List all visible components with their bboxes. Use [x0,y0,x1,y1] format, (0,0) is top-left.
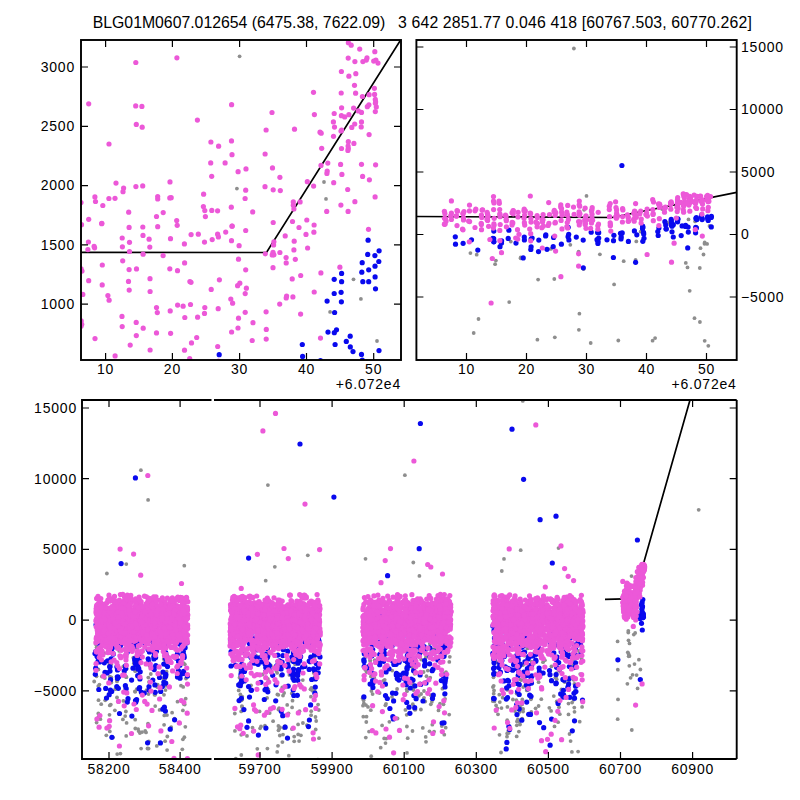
svg-text:50: 50 [365,361,382,377]
svg-text:60900: 60900 [671,761,714,777]
svg-text:30: 30 [578,361,595,377]
svg-text:60300: 60300 [455,761,498,777]
svg-text:−5000: −5000 [34,683,77,699]
svg-text:58200: 58200 [88,761,131,777]
svg-text:5000: 5000 [43,541,77,557]
svg-text:30: 30 [231,361,248,377]
svg-text:10: 10 [458,361,475,377]
svg-text:+6.072e4: +6.072e4 [336,376,401,392]
svg-text:2000: 2000 [41,177,75,193]
svg-text:1500: 1500 [41,237,75,253]
svg-text:50: 50 [698,361,715,377]
svg-text:10000: 10000 [741,101,784,117]
svg-text:−5000: −5000 [741,289,784,305]
svg-text:60500: 60500 [527,761,570,777]
svg-text:BLG01M0607.012654 (6475.38, 76: BLG01M0607.012654 (6475.38, 7622.09) [93,14,385,31]
svg-text:40: 40 [298,361,315,377]
svg-text:1000: 1000 [41,296,75,312]
svg-text:3 642 2851.77 0.046 418 [60767: 3 642 2851.77 0.046 418 [60767.503, 6077… [398,14,752,31]
svg-text:3000: 3000 [41,59,75,75]
svg-text:10: 10 [97,361,114,377]
svg-text:40: 40 [638,361,655,377]
svg-text:0: 0 [741,226,750,242]
svg-text:10000: 10000 [34,471,77,487]
svg-text:5000: 5000 [741,164,775,180]
svg-text:20: 20 [164,361,181,377]
svg-text:59900: 59900 [311,761,354,777]
svg-text:20: 20 [518,361,535,377]
svg-text:58400: 58400 [159,761,202,777]
svg-text:2500: 2500 [41,118,75,134]
svg-text:60100: 60100 [383,761,426,777]
svg-text:15000: 15000 [741,39,784,55]
svg-text:+6.072e4: +6.072e4 [672,376,737,392]
svg-text:0: 0 [68,612,77,628]
svg-text:15000: 15000 [34,400,77,416]
svg-text:60700: 60700 [599,761,642,777]
svg-text:59700: 59700 [239,761,282,777]
